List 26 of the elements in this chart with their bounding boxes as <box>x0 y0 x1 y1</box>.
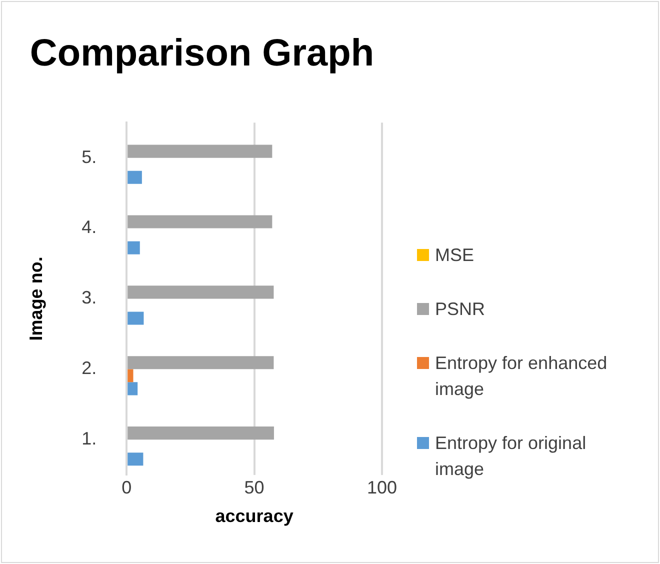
legend-label: PSNR <box>435 298 486 321</box>
legend-label: Entropy for original image <box>435 432 588 481</box>
legend-label: Entropy for enhanced image <box>435 352 608 401</box>
legend-label: MSE <box>435 244 474 267</box>
x-axis-title: accuracy <box>215 506 294 526</box>
bar <box>128 356 274 370</box>
bar <box>128 452 144 466</box>
bar <box>128 241 140 254</box>
bar <box>128 215 272 228</box>
bar <box>128 382 138 396</box>
bar <box>128 369 134 382</box>
y-tick-label: 5. <box>82 146 97 167</box>
y-axis-title: Image no. <box>26 256 46 341</box>
chart-title: Comparison Graph <box>30 32 374 74</box>
bar <box>128 286 274 299</box>
y-tick-label: 1. <box>82 428 97 449</box>
bar <box>128 144 272 158</box>
bar <box>128 312 144 325</box>
x-tick-label: 50 <box>244 478 264 498</box>
bar <box>128 170 142 184</box>
y-tick-label: 2. <box>82 358 97 378</box>
bar <box>128 426 274 440</box>
x-tick-label: 0 <box>122 478 132 498</box>
x-tick-label: 100 <box>366 478 398 498</box>
y-tick-label: 4. <box>82 217 97 238</box>
y-tick-label: 3. <box>82 288 97 308</box>
